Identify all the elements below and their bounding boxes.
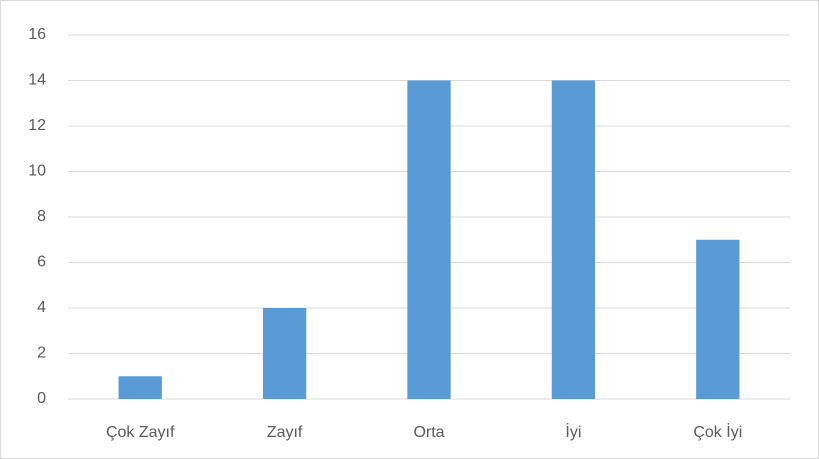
y-tick-label: 2	[37, 345, 46, 362]
x-tick-label: Orta	[413, 424, 444, 441]
y-tick-label: 0	[37, 390, 46, 407]
x-tick-label: Çok Zayıf	[106, 424, 175, 441]
x-tick-label: Zayıf	[267, 424, 303, 441]
x-tick-label: İyi	[565, 422, 581, 441]
y-tick-label: 10	[28, 163, 46, 180]
y-tick-label: 4	[37, 299, 46, 316]
bar	[696, 239, 740, 399]
bar	[551, 80, 596, 399]
y-tick-label: 14	[28, 72, 46, 89]
y-tick-label: 16	[28, 26, 46, 43]
y-tick-label: 12	[28, 117, 46, 134]
y-tick-label: 8	[37, 208, 46, 225]
bar	[118, 376, 162, 399]
bar	[407, 80, 451, 399]
y-tick-label: 6	[37, 254, 46, 271]
x-tick-label: Çok İyi	[693, 422, 742, 441]
bar	[262, 308, 307, 399]
